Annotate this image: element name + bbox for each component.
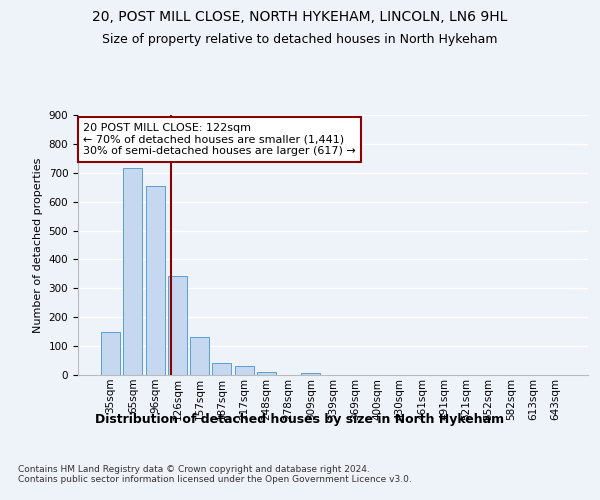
- Bar: [124, 168, 142, 375]
- Bar: [146, 186, 164, 375]
- Text: Distribution of detached houses by size in North Hykeham: Distribution of detached houses by size …: [95, 412, 505, 426]
- Text: Size of property relative to detached houses in North Hykeham: Size of property relative to detached ho…: [102, 32, 498, 46]
- Bar: [168, 276, 187, 375]
- Text: Contains HM Land Registry data © Crown copyright and database right 2024.
Contai: Contains HM Land Registry data © Crown c…: [18, 465, 412, 484]
- Bar: [101, 332, 120, 375]
- Text: 20, POST MILL CLOSE, NORTH HYKEHAM, LINCOLN, LN6 9HL: 20, POST MILL CLOSE, NORTH HYKEHAM, LINC…: [92, 10, 508, 24]
- Bar: [301, 372, 320, 375]
- Bar: [212, 364, 231, 375]
- Bar: [257, 372, 276, 375]
- Bar: [190, 338, 209, 375]
- Y-axis label: Number of detached properties: Number of detached properties: [33, 158, 43, 332]
- Text: 20 POST MILL CLOSE: 122sqm
← 70% of detached houses are smaller (1,441)
30% of s: 20 POST MILL CLOSE: 122sqm ← 70% of deta…: [83, 123, 356, 156]
- Bar: [235, 366, 254, 375]
